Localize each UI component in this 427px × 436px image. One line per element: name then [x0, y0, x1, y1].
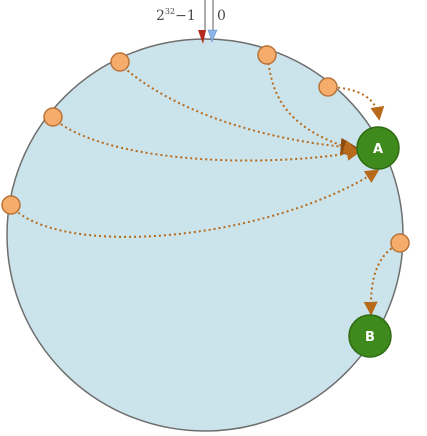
server-a-label: A	[373, 142, 383, 157]
mapping-arrows	[10, 57, 401, 316]
label-max-exponent: 32	[165, 7, 175, 16]
key-node	[318, 77, 338, 97]
server-b-label: B	[365, 330, 375, 345]
arrow-key-6-to-b	[363, 242, 401, 316]
server-a: A	[356, 126, 400, 170]
server-a-circle	[356, 126, 400, 170]
arrow-key-4-to-a	[327, 86, 385, 121]
arrow-key-1-to-a	[119, 63, 359, 156]
key-node	[110, 52, 130, 72]
pointer-max-triangle	[198, 30, 206, 44]
key-node	[257, 45, 277, 65]
hash-ring	[6, 38, 404, 432]
key-node	[43, 107, 63, 127]
server-b: B	[348, 314, 392, 358]
label-zero: 0	[217, 8, 226, 24]
server-b-circle	[348, 314, 392, 358]
key-nodes	[1, 45, 410, 253]
key-node	[390, 233, 410, 253]
label-max-hash: 232−1	[156, 7, 196, 24]
label-max-suffix: −1	[175, 8, 196, 24]
label-max-base: 2	[156, 8, 165, 24]
pointer-zero-triangle	[207, 29, 218, 43]
key-node	[1, 195, 21, 215]
